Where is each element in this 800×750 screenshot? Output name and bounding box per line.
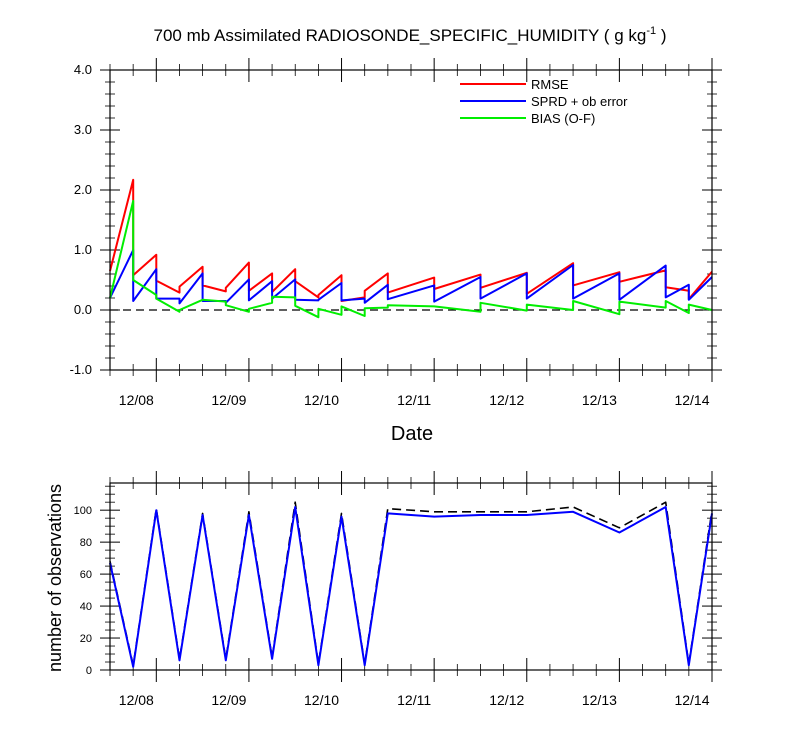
humidity-y-tick-labels: -1.0 0.0 1.0 2.0 3.0 4.0 — [70, 62, 92, 377]
y-tick-label: 2.0 — [74, 182, 92, 197]
x-tick-label: 12/08 — [119, 392, 154, 408]
y-tick-label: 20 — [80, 633, 92, 645]
x-axis-label: Date — [391, 423, 433, 445]
x-tick-label: 12/14 — [674, 692, 709, 708]
x-tick-label: 12/08 — [119, 692, 154, 708]
y-tick-label: 0 — [86, 665, 92, 677]
x-tick-label: 12/10 — [304, 392, 339, 408]
series-line-sprd-ob-error — [109, 249, 713, 305]
x-tick-label: 12/09 — [211, 692, 246, 708]
chart-title-superscript: -1 — [646, 25, 656, 37]
x-tick-label: 12/11 — [397, 392, 431, 408]
series-line-assimilated-observations — [109, 506, 713, 668]
y-tick-label: 80 — [80, 537, 92, 549]
legend-label: RMSE — [531, 77, 569, 92]
legend-label: SPRD + ob error — [531, 94, 628, 109]
y-axis-label-observations: number of observations — [45, 484, 65, 672]
chart-title-tail: ) — [656, 26, 666, 45]
humidity-panel: -1.0 0.0 1.0 2.0 3.0 4.0 12/08 12/09 12/10 12/11… — [70, 58, 722, 445]
legend-label: BIAS (O-F) — [531, 111, 595, 126]
y-tick-label: 1.0 — [74, 242, 92, 257]
observations-x-tick-labels: 12/08 12/09 12/10 12/11 12/12 12/13 12/14 — [119, 692, 710, 708]
observations-series-group — [109, 501, 713, 668]
legend: RMSE SPRD + ob error BIAS (O-F) — [460, 77, 628, 126]
y-tick-label: 3.0 — [74, 122, 92, 137]
x-tick-label: 12/13 — [582, 392, 617, 408]
x-tick-label: 12/14 — [674, 392, 709, 408]
x-tick-label: 12/09 — [211, 392, 246, 408]
y-tick-label: -1.0 — [70, 362, 92, 377]
series-line-rmse — [109, 178, 713, 302]
humidity-x-tick-labels: 12/08 12/09 12/10 12/11 12/12 12/13 12/14 — [119, 392, 710, 408]
x-tick-label: 12/13 — [582, 692, 617, 708]
observations-plot-frame — [109, 482, 713, 671]
series-line-bias-o-f — [109, 199, 713, 319]
humidity-plot-frame — [109, 69, 713, 371]
y-tick-label: 0.0 — [74, 302, 92, 317]
y-tick-label: 60 — [80, 569, 92, 581]
x-tick-label: 12/11 — [397, 692, 431, 708]
y-tick-label: 40 — [80, 601, 92, 613]
humidity-panel-ticks — [100, 58, 722, 382]
humidity-series-group — [109, 178, 713, 319]
observations-y-tick-labels: 0 20 40 60 80 100 — [74, 505, 92, 677]
y-tick-label: 100 — [74, 505, 92, 517]
y-tick-label: 4.0 — [74, 62, 92, 77]
chart-title-main: 700 mb Assimilated RADIOSONDE_SPECIFIC_H… — [154, 26, 647, 45]
x-tick-label: 12/12 — [489, 692, 524, 708]
x-tick-label: 12/10 — [304, 692, 339, 708]
chart-title: 700 mb Assimilated RADIOSONDE_SPECIFIC_H… — [154, 25, 667, 45]
x-tick-label: 12/12 — [489, 392, 524, 408]
